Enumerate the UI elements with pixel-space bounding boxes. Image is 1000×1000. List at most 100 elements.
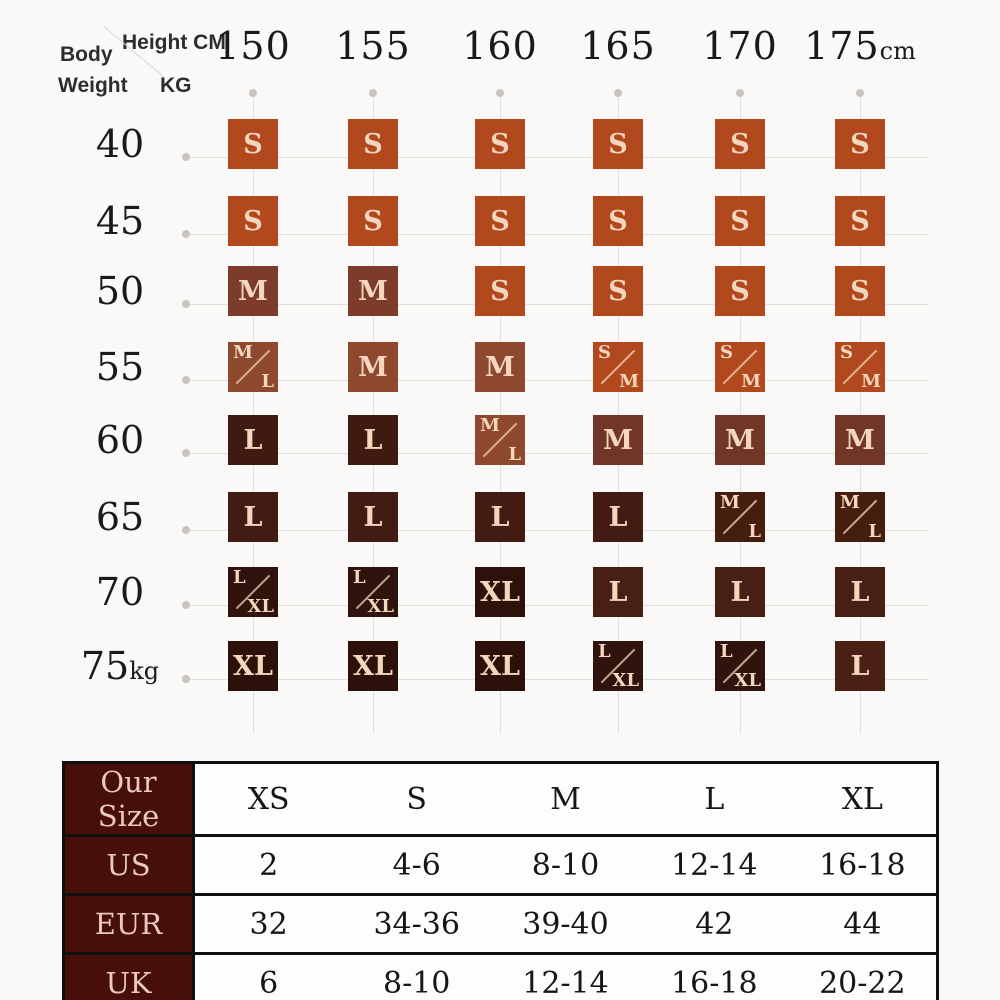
table-cell: 12-14	[639, 834, 789, 896]
size-cell: M	[715, 415, 765, 465]
size-label: M	[725, 424, 755, 456]
height-column-header: 175cm	[804, 24, 916, 68]
size-cell: XL	[475, 567, 525, 617]
size-cell: XL	[348, 641, 398, 691]
table-cell: 12-14	[491, 952, 640, 1000]
size-label: S	[730, 205, 750, 237]
table-cell: L	[639, 761, 789, 837]
size-cell: L	[593, 492, 643, 542]
grid-dot	[614, 89, 622, 97]
size-label: XL	[480, 650, 520, 682]
size-label: S	[730, 128, 750, 160]
size-label: L	[243, 501, 263, 533]
size-cell: XL	[228, 641, 278, 691]
size-label-bottom: L	[868, 521, 881, 542]
weight-row-label: 70	[96, 570, 144, 614]
weight-row-label: 50	[96, 269, 144, 313]
table-cell: XL	[788, 761, 938, 837]
grid-dot	[736, 89, 744, 97]
height-column-header: 165	[580, 24, 656, 68]
size-label: L	[730, 576, 750, 608]
height-value: 165	[580, 24, 656, 68]
size-label: S	[730, 275, 750, 307]
size-cell: L	[835, 567, 885, 617]
size-cell: M	[348, 266, 398, 316]
size-cell: M	[475, 342, 525, 392]
size-label-top: L	[233, 567, 246, 588]
weight-value: 45	[95, 199, 145, 243]
size-cell: L XL	[348, 567, 398, 617]
grid-dot	[182, 300, 190, 308]
size-label: XL	[480, 576, 520, 608]
size-label: L	[608, 501, 628, 533]
size-cell: S	[228, 196, 278, 246]
size-label: M	[238, 275, 268, 307]
row-header-uk: UK	[63, 952, 195, 1000]
weight-row-label: 55	[96, 345, 144, 389]
size-label: L	[608, 576, 628, 608]
size-cell: S	[593, 119, 643, 169]
size-cell: S	[348, 119, 398, 169]
size-cell: S	[835, 266, 885, 316]
size-label: L	[363, 424, 383, 456]
size-label-bottom: L	[748, 521, 761, 542]
size-cell: S	[835, 196, 885, 246]
size-cell: M	[835, 415, 885, 465]
weight-value: 75	[80, 644, 130, 688]
size-cell: L	[835, 641, 885, 691]
weight-unit-label: KG	[160, 74, 192, 97]
weight-unit-suffix: kg	[129, 657, 160, 685]
size-cell: S	[228, 119, 278, 169]
size-conversion-table: Our Size XS S M L XL US 2 4-6 8-10 12-14…	[62, 761, 939, 1000]
grid-vline	[740, 93, 741, 733]
size-label: XL	[353, 650, 393, 682]
size-label-bottom: XL	[247, 596, 274, 617]
grid-hline	[186, 304, 928, 305]
grid-vline	[860, 93, 861, 733]
size-cell: L XL	[593, 641, 643, 691]
row-header-our-size: Our Size	[63, 761, 195, 837]
size-label-bottom: M	[619, 371, 639, 392]
size-cell: L	[228, 492, 278, 542]
size-label-bottom: XL	[367, 596, 394, 617]
grid-hline	[186, 679, 928, 680]
grid-vline	[618, 93, 619, 733]
table-cell: S	[342, 761, 492, 837]
size-cell: L	[348, 492, 398, 542]
weight-value: 40	[95, 122, 145, 166]
size-cell: S	[715, 266, 765, 316]
size-cell: L	[348, 415, 398, 465]
grid-dot	[496, 89, 504, 97]
grid-dot	[182, 675, 190, 683]
table-cell: 39-40	[491, 893, 640, 955]
size-label-top: M	[840, 492, 860, 513]
grid-vline	[373, 93, 374, 733]
height-value: 170	[702, 24, 778, 68]
table-cell: 16-18	[639, 952, 789, 1000]
table-cell: 44	[788, 893, 938, 955]
height-column-header: 150	[215, 24, 291, 68]
table-row-our-size: Our Size XS S M L XL	[63, 761, 938, 837]
height-column-header: 170	[702, 24, 778, 68]
size-label: S	[850, 205, 870, 237]
row-header-us: US	[63, 834, 195, 896]
grid-dot	[249, 89, 257, 97]
height-value: 155	[335, 24, 411, 68]
size-cell: M	[348, 342, 398, 392]
size-label: S	[490, 205, 510, 237]
row-header-eur: EUR	[63, 893, 195, 955]
weight-row-label: 45	[96, 199, 144, 243]
grid-dot	[182, 449, 190, 457]
size-label: S	[363, 128, 383, 160]
table-cell: 42	[639, 893, 789, 955]
size-cell: L	[593, 567, 643, 617]
table-row-us: US 2 4-6 8-10 12-14 16-18	[63, 834, 938, 896]
weight-label: Weight	[58, 74, 128, 97]
size-label: S	[608, 275, 628, 307]
size-cell: S	[348, 196, 398, 246]
size-label: M	[358, 351, 388, 383]
size-label-top: M	[233, 342, 253, 363]
table-cell: 6	[193, 952, 343, 1000]
size-cell: L XL	[228, 567, 278, 617]
